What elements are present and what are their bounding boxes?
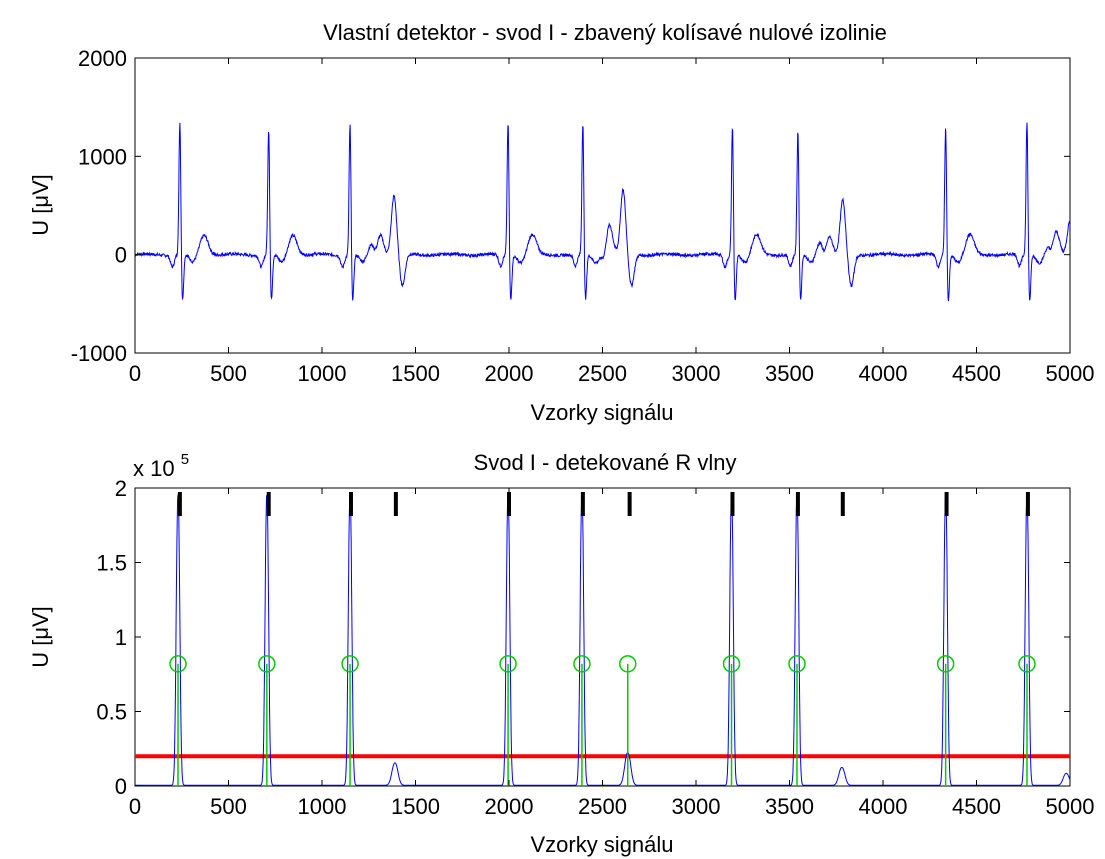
top-plot-x-tick-label: 1500 <box>391 361 440 386</box>
bottom-plot-x-tick-label: 1500 <box>391 794 440 819</box>
bottom-plot-detection-marker <box>618 655 637 673</box>
bottom-plot-y-tick-label: 0.5 <box>96 700 127 725</box>
bottom-plot-exponent-power: 5 <box>181 451 189 468</box>
bottom-plot-top-markers-layer <box>177 492 1030 516</box>
top-plot-y-ticks: -1000 0 1000 2000 <box>71 46 1070 366</box>
bottom-plot: Svod I - detekované R vlny 0 500 1000 1500 2… <box>28 450 1094 857</box>
bottom-plot-detection-marker <box>258 655 276 673</box>
top-plot-x-tick-label: 500 <box>210 361 247 386</box>
bottom-plot-xlabel: Vzorky signálu <box>530 832 673 857</box>
bottom-plot-y-ticks: 0 0.5 1 1.5 2 <box>96 476 1070 799</box>
bottom-plot-exponent-base: x 10 <box>133 456 175 481</box>
bottom-plot-y-tick-label: 2 <box>115 476 127 501</box>
top-plot-x-tick-label: 4000 <box>859 361 908 386</box>
bottom-plot-detections-layer <box>169 655 1036 786</box>
bottom-plot-axes-box <box>134 487 1071 787</box>
bottom-plot-title: Svod I - detekované R vlny <box>474 450 737 475</box>
top-plot-title: Vlastní detektor - svod I - zbavený kolí… <box>323 20 887 45</box>
top-plot-signal-layer <box>134 122 1071 302</box>
bottom-plot-x-ticks: 0 500 1000 1500 2000 2500 3000 3500 4000 4500 5000 <box>129 488 1095 819</box>
top-plot: Vlastní detektor - svod I - zbavený kolí… <box>28 20 1094 425</box>
bottom-plot-y-tick-label: 1 <box>115 625 127 650</box>
bottom-plot-detection-marker <box>169 655 187 673</box>
top-plot-signal-line <box>134 122 1071 302</box>
top-plot-x-tick-label: 3000 <box>672 361 721 386</box>
top-plot-x-tick-label: 4500 <box>952 361 1001 386</box>
bottom-plot-detection-marker <box>341 655 359 673</box>
bottom-plot-x-tick-label: 3000 <box>672 794 721 819</box>
bottom-plot-x-tick-label: 2000 <box>485 794 534 819</box>
bottom-plot-x-tick-label: 1000 <box>298 794 347 819</box>
bottom-plot-detection-marker <box>1018 655 1036 673</box>
top-plot-ylabel: U [μV] <box>28 174 53 236</box>
bottom-plot-x-tick-label: 2500 <box>578 794 627 819</box>
bottom-plot-exponent: x 10 5 <box>133 451 189 481</box>
bottom-plot-x-tick-label: 0 <box>129 794 141 819</box>
top-plot-xlabel: Vzorky signálu <box>530 400 673 425</box>
bottom-plot-detection-marker <box>722 655 741 673</box>
top-plot-y-tick-label: 1000 <box>78 144 127 169</box>
bottom-plot-x-tick-label: 4500 <box>952 794 1001 819</box>
bottom-plot-x-tick-label: 3500 <box>765 794 814 819</box>
bottom-plot-detection-marker <box>573 655 591 673</box>
top-plot-x-tick-label: 0 <box>129 361 141 386</box>
bottom-plot-detection-marker <box>788 655 806 673</box>
top-plot-x-tick-label: 2500 <box>578 361 627 386</box>
top-plot-x-ticks: 0 500 1000 1500 2000 2500 3000 3500 4000 4500 5000 <box>129 58 1095 386</box>
top-plot-axes-box <box>134 57 1071 354</box>
top-plot-y-tick-label: 2000 <box>78 46 127 71</box>
top-plot-y-tick-label: 0 <box>115 243 127 268</box>
top-plot-x-tick-label: 5000 <box>1046 361 1095 386</box>
top-plot-y-tick-label: -1000 <box>71 341 127 366</box>
bottom-plot-x-tick-label: 4000 <box>859 794 908 819</box>
bottom-plot-ylabel: U [μV] <box>28 606 53 668</box>
top-plot-x-tick-label: 2000 <box>485 361 534 386</box>
top-plot-x-tick-label: 1000 <box>298 361 347 386</box>
bottom-plot-detection-marker <box>936 655 955 673</box>
bottom-plot-y-tick-label: 1.5 <box>96 551 127 576</box>
bottom-plot-y-tick-label: 0 <box>115 774 127 799</box>
bottom-plot-x-tick-label: 5000 <box>1046 794 1095 819</box>
bottom-plot-x-tick-label: 500 <box>210 794 247 819</box>
bottom-plot-detection-marker <box>499 655 517 673</box>
top-plot-x-tick-label: 3500 <box>765 361 814 386</box>
